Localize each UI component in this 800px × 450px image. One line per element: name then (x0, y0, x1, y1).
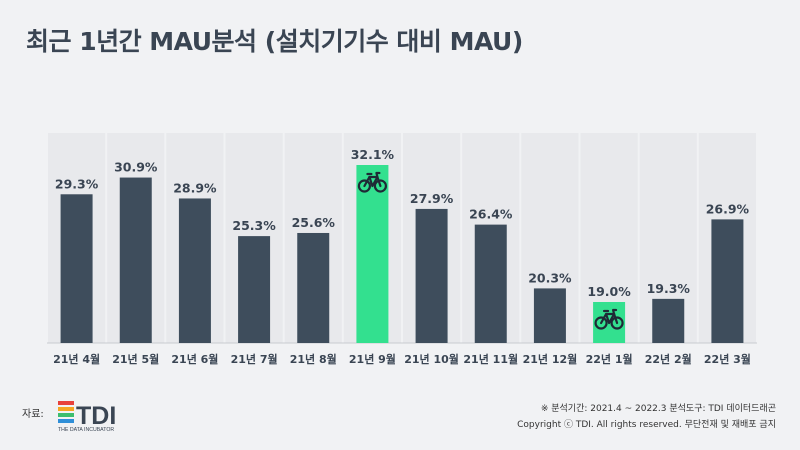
tick-label: 21년 7월 (231, 352, 278, 366)
value-label: 30.9% (114, 160, 158, 175)
tick-label: 21년 12월 (523, 352, 578, 366)
value-label: 32.1% (351, 147, 395, 162)
bicycle-icon (357, 171, 388, 193)
value-label: 20.3% (528, 270, 572, 285)
tick-label: 22년 3월 (704, 352, 751, 366)
tick-label: 21년 10월 (404, 352, 459, 366)
bar (356, 165, 389, 343)
source-label: 자료: (22, 409, 44, 420)
tick-label: 21년 4월 (53, 352, 100, 366)
bar (60, 194, 93, 343)
logo-subtext: THE DATA INCUBATOR (58, 427, 114, 433)
tick-label: 22년 2월 (645, 352, 692, 366)
value-label: 19.0% (587, 284, 631, 299)
tick-label: 22년 1월 (586, 352, 633, 366)
bar (415, 208, 448, 343)
value-label: 29.3% (55, 176, 99, 191)
bar (119, 177, 152, 343)
logo-text: TDI (76, 402, 116, 430)
tick-label: 21년 5월 (112, 352, 159, 366)
value-label: 28.9% (173, 180, 217, 195)
value-label: 26.4% (469, 207, 513, 222)
tick-label: 21년 9월 (349, 352, 396, 366)
bar (533, 288, 566, 343)
bicycle-icon (594, 308, 624, 330)
analysis-period: ※ 분석기간: 2021.4 ~ 2022.3 분석도구: TDI 데이터드래곤 (540, 404, 776, 414)
bar (474, 224, 507, 343)
value-label: 19.3% (647, 281, 691, 296)
value-label: 25.6% (292, 215, 336, 230)
bar (652, 298, 685, 343)
bar (178, 198, 211, 343)
bar (297, 232, 330, 343)
value-label: 26.9% (706, 201, 750, 216)
tick-label: 21년 6월 (171, 352, 218, 366)
value-label: 25.3% (232, 218, 276, 233)
tick-label: 21년 11월 (463, 352, 518, 366)
value-label: 27.9% (410, 191, 454, 206)
bar (711, 219, 744, 343)
copyright: Copyright ⓒ TDI. All rights reserved. 무단… (517, 420, 776, 430)
tick-label: 21년 8월 (290, 352, 337, 366)
tdi-logo: TDI THE DATA INCUBATOR (58, 401, 116, 433)
bar (238, 236, 271, 343)
chart-title: 최근 1년간 MAU분석 (설치기기수 대비 MAU) (26, 27, 523, 56)
